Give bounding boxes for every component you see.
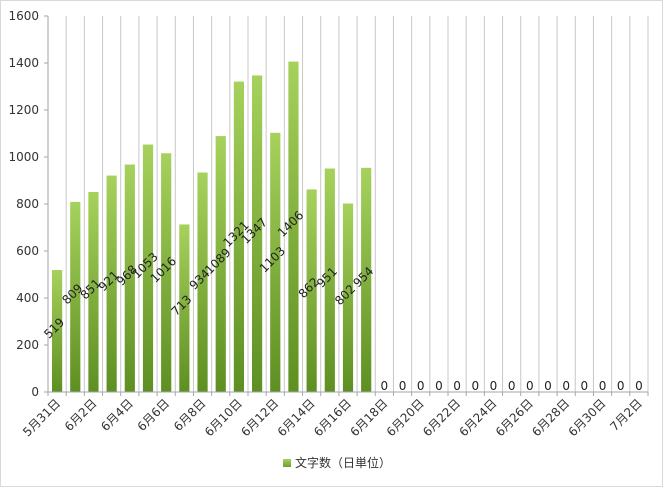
y-tick-label: 600 [16, 244, 39, 258]
bar [197, 172, 208, 392]
y-tick-label: 1000 [8, 150, 39, 164]
bar [161, 153, 172, 392]
bar [215, 136, 226, 392]
x-tick-label: 6月14日 [275, 396, 318, 439]
x-tick-label: 6月22日 [420, 396, 463, 439]
data-label: 0 [562, 379, 570, 393]
bar [306, 189, 317, 392]
bar [142, 144, 154, 392]
bar [288, 61, 299, 393]
data-label: 0 [399, 379, 407, 393]
x-tick-label: 6月28日 [529, 396, 572, 439]
bar [361, 167, 372, 392]
x-tick-label: 6月26日 [493, 396, 536, 439]
data-label: 0 [617, 379, 625, 393]
x-tick-label: 6月16日 [311, 396, 354, 439]
y-tick-label: 1400 [8, 56, 39, 70]
data-label: 802 [332, 282, 358, 308]
bar [88, 192, 99, 392]
bar [270, 132, 281, 393]
x-tick-label: 6月30日 [566, 396, 609, 439]
data-label: 0 [526, 379, 534, 393]
bar [52, 270, 63, 392]
data-label: 0 [471, 379, 479, 393]
bar [70, 201, 81, 392]
data-label: 0 [417, 379, 425, 393]
data-label: 0 [508, 379, 516, 393]
data-label: 0 [490, 379, 498, 393]
x-tick-label: 6月20日 [384, 396, 427, 439]
x-tick-label: 7月2日 [607, 396, 645, 434]
bar [106, 175, 117, 392]
bar [124, 164, 135, 392]
x-tick-label: 6月12日 [238, 396, 281, 439]
legend-label: 文字数（日単位） [295, 455, 391, 470]
x-tick-label: 6月10日 [202, 396, 245, 439]
data-label: 0 [435, 379, 443, 393]
bar [179, 224, 190, 392]
bar [324, 168, 335, 392]
y-tick-label: 200 [16, 338, 39, 352]
data-label: 954 [350, 264, 376, 290]
data-label: 0 [453, 379, 461, 393]
x-tick-label: 6月2日 [62, 396, 100, 434]
x-tick-label: 6月6日 [135, 396, 173, 434]
data-label: 0 [599, 379, 607, 393]
data-label: 0 [381, 379, 389, 393]
y-tick-label: 800 [16, 197, 39, 211]
bar [233, 81, 244, 392]
data-label: 519 [41, 315, 67, 341]
data-label: 0 [581, 379, 589, 393]
x-tick-label: 6月4日 [98, 396, 136, 434]
data-label: 0 [635, 379, 643, 393]
bar [252, 75, 263, 392]
x-tick-label: 6月24日 [457, 396, 500, 439]
y-tick-label: 400 [16, 291, 39, 305]
y-tick-label: 0 [31, 385, 39, 399]
x-tick-label: 5月31日 [20, 396, 63, 439]
data-label: 0 [544, 379, 552, 393]
bar [342, 203, 354, 392]
y-tick-label: 1600 [8, 9, 39, 23]
data-label: 713 [168, 292, 194, 318]
legend-swatch [283, 459, 291, 467]
x-tick-label: 6月18日 [347, 396, 390, 439]
y-tick-label: 1200 [8, 103, 39, 117]
